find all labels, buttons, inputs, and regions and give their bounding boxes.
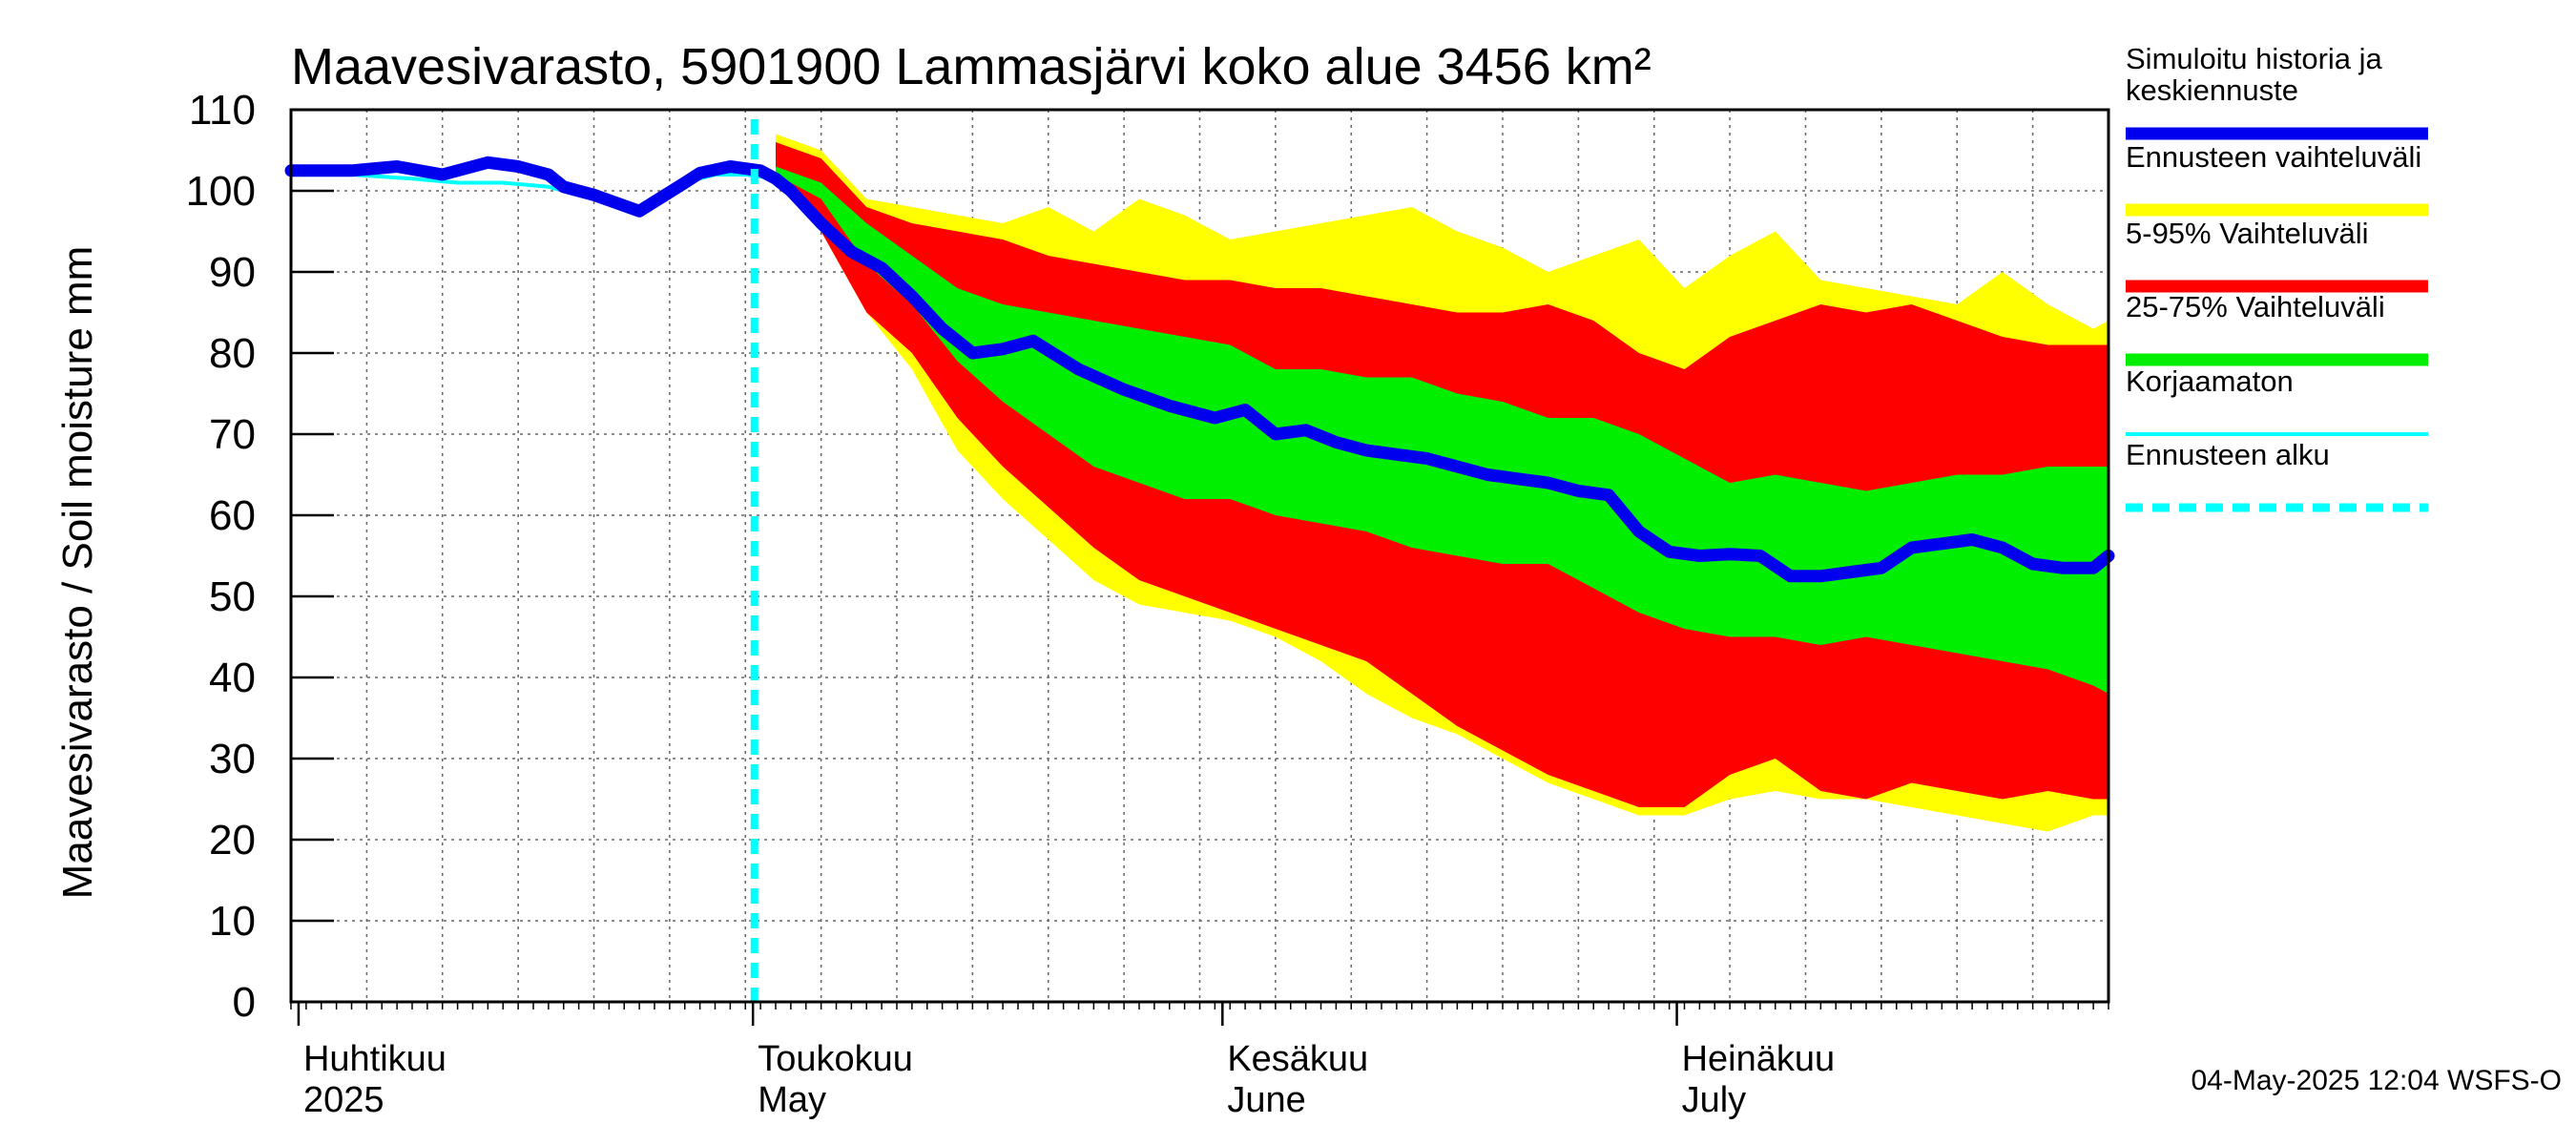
month-label-fi: Toukokuu <box>758 1039 913 1079</box>
legend-label: 5-95% Vaihteluväli <box>2126 217 2368 250</box>
month-label-en: June <box>1227 1080 1305 1120</box>
timestamp-footer: 04-May-2025 12:04 WSFS-O <box>2192 1065 2563 1096</box>
y-axis-label: Maavesivarasto / Soil moisture mm <box>54 246 101 900</box>
y-tick-label: 100 <box>186 168 256 215</box>
series-lines <box>284 156 2115 583</box>
y-tick-label: 20 <box>209 817 256 864</box>
y-tick-label: 40 <box>209 655 256 701</box>
chart-title: Maavesivarasto, 5901900 Lammasjärvi koko… <box>291 38 1652 95</box>
y-tick-label: 10 <box>209 898 256 945</box>
month-label-fi: Heinäkuu <box>1682 1039 1836 1079</box>
month-label-fi: Huhtikuu <box>303 1039 447 1079</box>
y-tick-label: 110 <box>189 87 256 134</box>
legend-label: Korjaamaton <box>2126 364 2294 398</box>
legend-label: 25-75% Vaihteluväli <box>2126 290 2385 323</box>
month-label-en: July <box>1682 1080 1747 1120</box>
y-tick-label: 0 <box>233 979 256 1026</box>
y-tick-label: 80 <box>209 330 256 377</box>
y-tick-label: 50 <box>209 573 256 620</box>
legend-label-line2: keskiennuste <box>2126 73 2298 107</box>
y-tick-label: 90 <box>209 249 256 296</box>
month-label-fi: Kesäkuu <box>1227 1039 1368 1079</box>
y-tick-label: 30 <box>209 736 256 782</box>
mean-forecast-line <box>284 156 2115 583</box>
legend-label: Ennusteen vaihteluväli <box>2126 140 2421 174</box>
y-tick-label: 70 <box>209 411 256 458</box>
month-label-en: 2025 <box>303 1080 384 1120</box>
legend-label: Ennusteen alku <box>2126 438 2330 471</box>
y-tick-label: 60 <box>209 492 256 539</box>
month-label-en: May <box>758 1080 826 1120</box>
legend-label: Simuloitu historia ja <box>2126 42 2383 75</box>
